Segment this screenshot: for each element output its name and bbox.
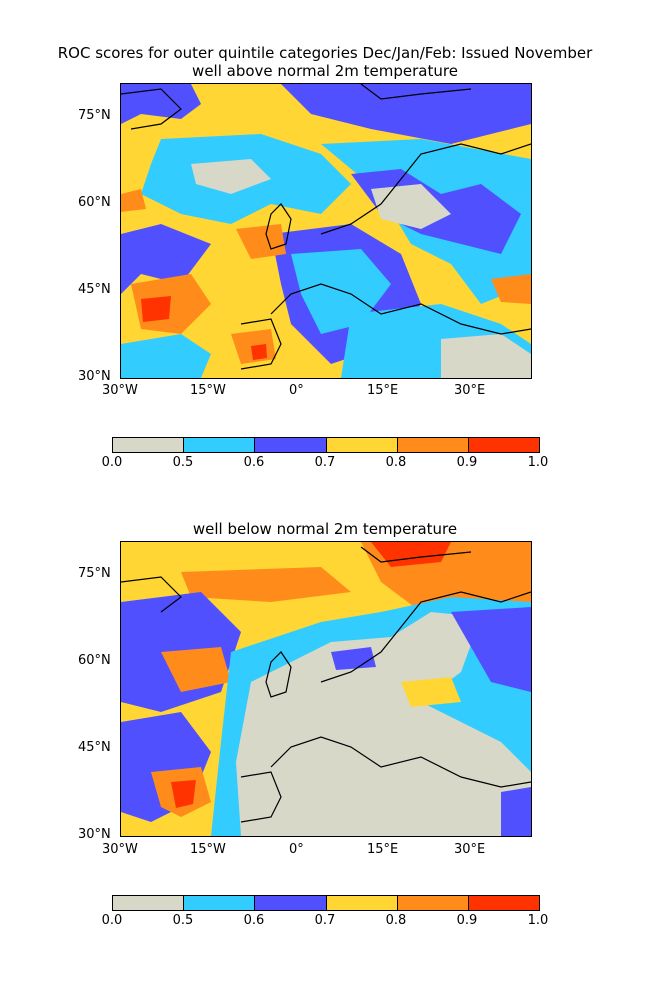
colorbar-segment	[467, 896, 540, 910]
colorbar-segment	[325, 896, 397, 910]
lon-label-30e: 30°E	[454, 383, 486, 398]
colorbar-label: 0.5	[172, 455, 194, 470]
colorbar-label: 0.8	[385, 455, 407, 470]
colorbar-label: 1.0	[527, 913, 549, 928]
lon-label-30w: 30°W	[102, 842, 138, 857]
lat-label-45n: 45°N	[78, 740, 111, 755]
colorbar-label: 0.6	[243, 455, 265, 470]
colorbar-segment	[254, 896, 326, 910]
map-panel-above-normal	[120, 83, 532, 379]
colorbar-segment	[113, 438, 184, 452]
colorbar-segment	[183, 896, 255, 910]
lat-label-60n: 60°N	[78, 195, 111, 210]
lat-label-45n: 45°N	[78, 282, 111, 297]
figure-title: ROC scores for outer quintile categories…	[57, 44, 593, 62]
colorbar-segment	[254, 438, 326, 452]
lon-label-15e: 15°E	[367, 383, 399, 398]
lon-label-15e: 15°E	[367, 842, 399, 857]
colorbar-segment	[113, 896, 184, 910]
colorbar-label: 0.0	[101, 455, 123, 470]
colorbar-label: 0.7	[314, 455, 336, 470]
colorbar-segment	[467, 438, 540, 452]
panel-1-subtitle: well above normal 2m temperature	[192, 62, 458, 80]
colorbar-label: 0.9	[456, 455, 478, 470]
colorbar-label: 0.7	[314, 913, 336, 928]
map-panel-below-normal	[120, 541, 532, 837]
colorbar-segment	[396, 896, 468, 910]
colorbar-label: 0.0	[101, 913, 123, 928]
colorbar-label: 1.0	[527, 455, 549, 470]
colorbar-label: 0.6	[243, 913, 265, 928]
colorbar-segment	[183, 438, 255, 452]
colorbar-1	[112, 437, 540, 453]
colorbar-segment	[325, 438, 397, 452]
lat-label-75n: 75°N	[78, 566, 111, 581]
colorbar-label: 0.8	[385, 913, 407, 928]
colorbar-segment	[396, 438, 468, 452]
lon-label-15w: 15°W	[190, 842, 226, 857]
colorbar-label: 0.5	[172, 913, 194, 928]
roc-contour-map-above	[121, 84, 531, 378]
lat-label-30n: 30°N	[78, 827, 111, 842]
lon-label-0: 0°	[289, 383, 304, 398]
lat-label-75n: 75°N	[78, 108, 111, 123]
lat-label-30n: 30°N	[78, 369, 111, 384]
colorbar-2	[112, 895, 540, 911]
colorbar-label: 0.9	[456, 913, 478, 928]
lon-label-0: 0°	[289, 842, 304, 857]
lon-label-30w: 30°W	[102, 383, 138, 398]
lon-label-30e: 30°E	[454, 842, 486, 857]
roc-contour-map-below	[121, 542, 531, 836]
lon-label-15w: 15°W	[190, 383, 226, 398]
panel-2-subtitle: well below normal 2m temperature	[192, 520, 458, 538]
lat-label-60n: 60°N	[78, 653, 111, 668]
